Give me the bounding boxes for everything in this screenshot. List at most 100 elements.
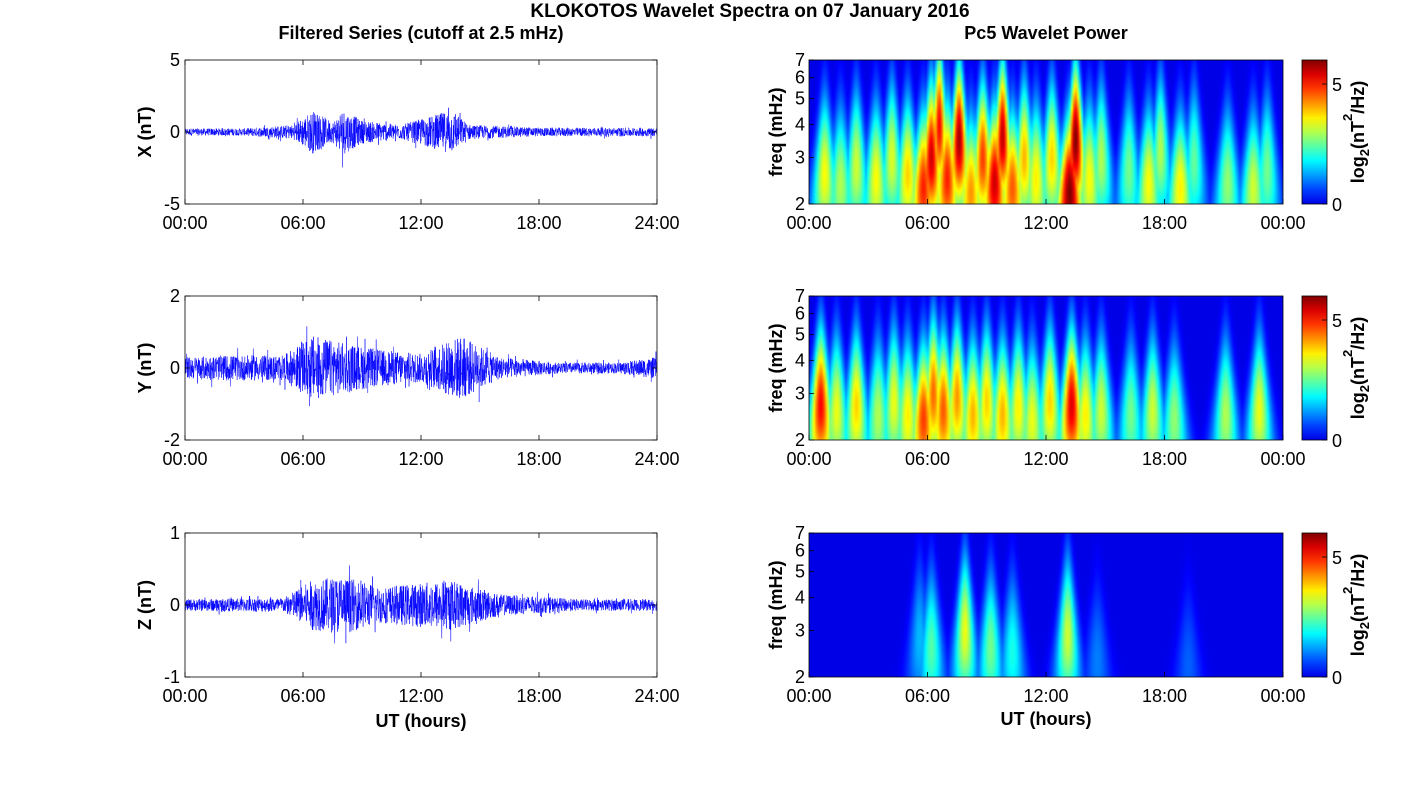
x-tick-label: 06:00 (280, 213, 325, 233)
x-tick-label: 18:00 (1142, 449, 1187, 469)
colorbar (1301, 532, 1328, 678)
y-tick-label: 4 (795, 587, 805, 607)
y-tick-label: -1 (164, 667, 180, 687)
y-tick-label: 6 (795, 304, 805, 324)
right-column-title: Pc5 Wavelet Power (964, 23, 1127, 43)
wavelet-power-heatmap (809, 60, 1283, 204)
colorbar-label-part: log (1348, 156, 1368, 183)
series-line-x (185, 107, 657, 168)
x-tick-label: 06:00 (280, 449, 325, 469)
y-tick-label: 2 (170, 286, 180, 306)
colorbar (1301, 59, 1328, 205)
x-tick-label: 18:00 (1142, 686, 1187, 706)
x-tick-label: 00:00 (162, 213, 207, 233)
y-tick-label: 2 (795, 194, 805, 214)
timeseries-panel-x: 5 0 -500:00 06:00 12:00 18:00 24:00 X (nT) (135, 50, 680, 233)
x-tick-label: 00:00 (1260, 449, 1305, 469)
colorbar-label-part: log (1348, 629, 1368, 656)
colorbar-label-part: (nT (1348, 121, 1368, 149)
y-axis-label: freq (mHz) (766, 323, 786, 412)
colorbar-tick-label: 5 (1332, 548, 1342, 568)
colorbar-label-part: 2 (1357, 385, 1372, 392)
y-tick-label: 6 (795, 541, 805, 561)
x-tick-label: 24:00 (634, 213, 679, 233)
colorbar-tick-label: 5 (1332, 311, 1342, 331)
colorbar-tick-label: 0 (1332, 431, 1342, 451)
x-tick-label: 24:00 (634, 686, 679, 706)
x-tick-label: 00:00 (786, 449, 831, 469)
y-tick-label: 3 (795, 620, 805, 640)
x-tick-label: 18:00 (1142, 213, 1187, 233)
y-tick-label: 5 (795, 562, 805, 582)
y-tick-label: 5 (795, 89, 805, 109)
y-tick-label: -5 (164, 194, 180, 214)
x-tick-label: 12:00 (1023, 449, 1068, 469)
y-tick-label: 5 (795, 325, 805, 345)
x-tick-label: 12:00 (1023, 213, 1068, 233)
x-axis-label: UT (hours) (376, 711, 467, 731)
x-tick-label: 18:00 (516, 213, 561, 233)
timeseries-panel-y: 2 0 -200:00 06:00 12:00 18:00 24:00 Y (nT) (135, 286, 680, 469)
y-tick-label: 7 (795, 50, 805, 70)
colorbar-label-part: log (1348, 392, 1368, 419)
y-axis-label: Y (nT) (135, 343, 155, 394)
y-tick-label: 0 (170, 122, 180, 142)
colorbar-label-part: /Hz) (1348, 554, 1368, 587)
colorbar-label-part: 2 (1340, 587, 1355, 594)
x-tick-label: 24:00 (634, 449, 679, 469)
figure-title: KLOKOTOS Wavelet Spectra on 07 January 2… (530, 1, 969, 22)
x-tick-label: 12:00 (398, 686, 443, 706)
colorbar-label-part: /Hz) (1348, 81, 1368, 114)
y-axis-label: freq (mHz) (766, 87, 786, 176)
colorbar-label-part: /Hz) (1348, 317, 1368, 350)
x-tick-label: 00:00 (1260, 686, 1305, 706)
colorbar-tick-label: 0 (1332, 668, 1342, 688)
colorbar-label-part: 2 (1340, 114, 1355, 121)
colorbar-label-part: 2 (1357, 149, 1372, 156)
x-tick-label: 06:00 (280, 686, 325, 706)
x-tick-label: 18:00 (516, 449, 561, 469)
x-tick-label: 18:00 (516, 686, 561, 706)
colorbar-label-part: 2 (1357, 622, 1372, 629)
y-axis-label: X (nT) (135, 107, 155, 158)
x-tick-label: 00:00 (162, 449, 207, 469)
y-tick-label: 3 (795, 147, 805, 167)
x-tick-label: 00:00 (786, 213, 831, 233)
x-tick-label: 12:00 (398, 449, 443, 469)
wavelet-power-heatmap (809, 296, 1283, 440)
colorbar-label: log2(nT2/Hz) (1340, 317, 1372, 419)
y-tick-label: 0 (170, 358, 180, 378)
series-line-z (185, 565, 657, 644)
wavelet-power-heatmap (809, 533, 1283, 677)
x-tick-label: 00:00 (786, 686, 831, 706)
y-axis-label: freq (mHz) (766, 560, 786, 649)
colorbar-label-part: (nT (1348, 357, 1368, 385)
colorbar-tick-label: 5 (1332, 75, 1342, 95)
y-tick-label: 7 (795, 286, 805, 306)
timeseries-panel-z: 1 0 -100:00 06:00 12:00 18:00 24:00 Z (nT) UT (h… (135, 523, 680, 731)
y-tick-label: 4 (795, 350, 805, 370)
y-tick-label: 2 (795, 667, 805, 687)
x-tick-label: 00:00 (1260, 213, 1305, 233)
colorbar-label-part: 2 (1340, 350, 1355, 357)
colorbar-label: log2(nT2/Hz) (1340, 81, 1372, 183)
y-axis-label: Z (nT) (135, 580, 155, 630)
y-tick-label: 5 (170, 50, 180, 70)
x-tick-label: 06:00 (905, 213, 950, 233)
y-tick-label: -2 (164, 430, 180, 450)
y-tick-label: 2 (795, 430, 805, 450)
y-tick-label: 0 (170, 595, 180, 615)
series-line-y (185, 326, 657, 407)
colorbar (1301, 295, 1328, 441)
x-tick-label: 06:00 (905, 449, 950, 469)
colorbar-tick-label: 0 (1332, 195, 1342, 215)
y-tick-label: 1 (170, 523, 180, 543)
y-tick-label: 3 (795, 383, 805, 403)
x-axis-label: UT (hours) (1001, 709, 1092, 729)
colorbar-label-part: (nT (1348, 594, 1368, 622)
x-tick-label: 12:00 (1023, 686, 1068, 706)
